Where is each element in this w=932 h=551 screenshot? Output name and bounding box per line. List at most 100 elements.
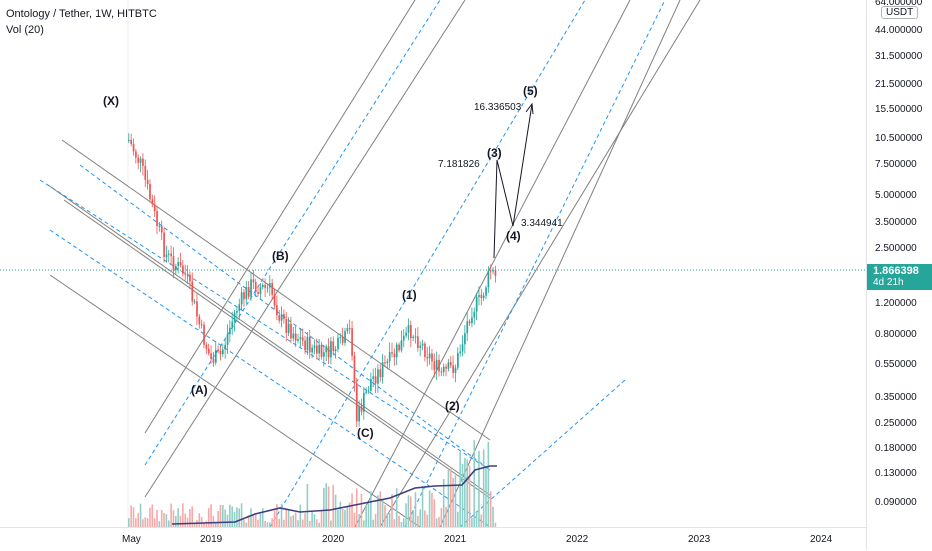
candle-body: [229, 327, 231, 335]
candle-body: [374, 376, 377, 384]
price-tick: 0.550000: [875, 359, 917, 370]
volume-bar: [489, 491, 492, 527]
candle-body: [214, 349, 217, 363]
candle-body: [135, 151, 137, 158]
candle-body: [492, 270, 494, 272]
volume-bar: [421, 486, 424, 527]
volume-bar: [264, 520, 266, 527]
candle-body: [341, 337, 344, 343]
candle-body: [189, 274, 191, 282]
candle-body: [236, 310, 238, 313]
wave-label-3: (3): [487, 146, 502, 160]
candle-body: [233, 312, 236, 322]
candle-body: [172, 256, 175, 271]
candle-body: [428, 353, 431, 359]
ascending-median-line: [459, 379, 626, 527]
candle-body: [207, 348, 210, 354]
descending-median-line: [49, 229, 491, 527]
volume-bar: [410, 496, 412, 527]
chart-area[interactable]: Ontology / Tether, 1W, HITBTC Vol (20) (…: [0, 0, 866, 527]
volume-bar: [311, 510, 313, 527]
current-price-value: 1.866398: [873, 265, 919, 277]
volume-bar: [414, 492, 417, 527]
candle-body: [257, 292, 259, 294]
volume-bar: [323, 488, 325, 527]
candle-body: [276, 305, 278, 316]
price-tick: 3.500000: [875, 217, 917, 228]
volume-bar: [419, 509, 421, 527]
volume-bar: [139, 503, 142, 527]
volume-bar: [167, 520, 170, 527]
candle-body: [478, 294, 480, 297]
volume-indicator-label[interactable]: Vol (20): [6, 24, 44, 36]
volume-bar: [224, 509, 226, 527]
volume-bar: [449, 468, 452, 527]
volume-bar: [402, 518, 405, 527]
volume-bar: [170, 503, 172, 527]
target-price-label: 16.336503: [474, 102, 522, 113]
volume-bar: [468, 465, 471, 527]
volume-bar: [240, 503, 243, 527]
candle-body: [186, 273, 189, 275]
candle-body: [473, 311, 476, 318]
candle-body: [132, 143, 135, 152]
candle-body: [459, 351, 462, 354]
volume-bar: [351, 493, 353, 527]
time-axis[interactable]: May 2019 2020 2021 2022 2023 2024: [0, 527, 866, 551]
symbol-title[interactable]: Ontology / Tether, 1W, HITBTC: [6, 8, 157, 20]
volume-bar: [146, 518, 149, 527]
volume-bar: [294, 512, 297, 527]
volume-bar: [269, 522, 271, 527]
candle-body: [348, 328, 351, 330]
volume-bar: [278, 518, 280, 527]
time-tick: 2023: [688, 534, 711, 545]
currency-unit-button[interactable]: USDT: [881, 6, 919, 19]
time-tick: 2024: [810, 534, 833, 545]
volume-bar: [478, 450, 480, 527]
candle-body: [179, 262, 182, 266]
volume-bar: [280, 503, 283, 527]
time-tick: May: [122, 534, 141, 545]
price-chart[interactable]: [0, 0, 866, 527]
volume-bar: [327, 486, 330, 527]
candle-body: [142, 158, 144, 166]
volume-bar: [142, 519, 144, 527]
volume-bar: [222, 505, 224, 527]
volume-bar: [320, 510, 323, 527]
candle-body: [327, 346, 330, 358]
price-tick: 15.500000: [875, 104, 923, 115]
volume-bar: [372, 519, 374, 527]
candle-body: [184, 273, 187, 275]
candle-body: [259, 287, 262, 294]
volume-bar: [137, 513, 139, 527]
candle-body: [175, 265, 177, 271]
volume-bar: [492, 506, 494, 527]
volume-bar: [466, 459, 468, 527]
volume-bar: [198, 513, 201, 527]
candle-body: [400, 340, 403, 351]
volume-bar: [447, 469, 450, 527]
volume-bar: [353, 512, 356, 527]
candle-body: [363, 392, 365, 412]
candle-body: [287, 323, 290, 334]
ascending-channel-line: [144, 0, 466, 498]
descending-median-line: [79, 164, 491, 471]
volume-bar: [271, 518, 273, 527]
candle-body: [316, 345, 318, 354]
candle-body: [313, 345, 316, 348]
candle-body: [311, 347, 313, 353]
time-tick: 2020: [322, 534, 345, 545]
candle-body: [412, 336, 415, 339]
volume-bar: [160, 510, 163, 527]
candle-body: [337, 337, 339, 350]
volume-bar: [358, 514, 360, 527]
volume-bar: [175, 515, 177, 527]
candle-body: [494, 270, 497, 276]
volume-bar: [212, 515, 215, 527]
candle-body: [139, 158, 142, 163]
wave-label-5: (5): [523, 84, 538, 98]
candle-body: [273, 294, 276, 306]
volume-bar: [367, 503, 370, 527]
wave3-price-label: 7.181826: [438, 159, 480, 170]
candle-body: [367, 390, 370, 392]
